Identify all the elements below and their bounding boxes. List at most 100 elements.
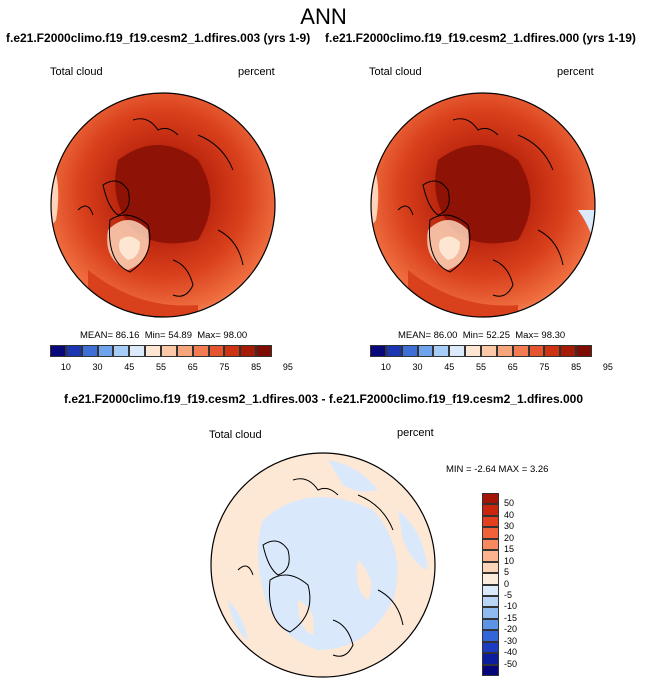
left-colorbar-swatch <box>129 345 146 357</box>
diff-units-label: percent <box>397 427 434 439</box>
right-colorbar-swatch <box>528 345 545 357</box>
left-run-title: f.e21.F2000climo.f19_f19.cesm2_1.dfires.… <box>6 31 311 45</box>
diff-colorbar-tick-label: -5 <box>504 589 513 600</box>
right-min-value: 52.25 <box>486 330 510 341</box>
left-mean-label: MEAN= <box>80 330 113 341</box>
diff-colorbar-swatch <box>482 538 499 551</box>
diff-colorbar-swatch <box>482 664 499 676</box>
left-colorbar-swatch <box>240 345 257 357</box>
diff-colorbar-tick-label: 40 <box>504 509 515 520</box>
left-colorbar-tick-label: 75 <box>219 362 230 372</box>
diff-colorbar-tick-label: 0 <box>504 578 510 589</box>
diff-colorbar-tick-label: -10 <box>504 601 518 612</box>
right-colorbar-tick-label: 65 <box>507 362 518 372</box>
diff-colorbar-tick-label: 10 <box>504 555 515 566</box>
diff-colorbar-swatch <box>482 527 499 539</box>
right-colorbar-tick-label: 30 <box>412 362 423 372</box>
diff-colorbar-swatch <box>482 630 499 642</box>
right-polar-map <box>370 92 596 318</box>
right-mean-value: 86.00 <box>433 330 458 341</box>
left-colorbar-swatch <box>192 345 209 357</box>
difference-polar-map <box>210 452 436 678</box>
left-colorbar-tick-label: 30 <box>92 362 103 372</box>
left-colorbar-tick-label: 95 <box>282 362 293 372</box>
right-colorbar-swatch <box>544 345 561 357</box>
right-colorbar-tick-label: 75 <box>539 362 550 372</box>
right-colorbar-labels: 10 30 45 55 65 75 85 95 <box>370 362 613 374</box>
left-units-label: percent <box>238 66 275 78</box>
left-colorbar-swatch <box>81 345 98 357</box>
diff-colorbar-tick-label: 15 <box>504 544 515 555</box>
diff-colorbar-tick-label: 20 <box>504 532 515 543</box>
right-colorbar-tick-label: 55 <box>475 362 487 372</box>
right-colorbar <box>370 345 592 357</box>
right-colorbar-swatch <box>449 345 466 357</box>
right-colorbar-tick-label: 85 <box>571 362 582 372</box>
left-colorbar-tick-label: 85 <box>251 362 262 372</box>
right-variable-label: Total cloud <box>369 66 422 78</box>
left-max-label: Max= <box>197 330 221 341</box>
diff-max-label: MAX = <box>498 464 528 475</box>
left-colorbar-swatch <box>97 345 114 357</box>
right-min-label: Min= <box>462 330 484 341</box>
right-colorbar-swatch <box>496 345 513 357</box>
diff-colorbar-tick-label: -40 <box>504 647 518 658</box>
diff-colorbar-tick-label: -50 <box>504 658 518 669</box>
right-colorbar-swatch <box>433 345 450 357</box>
difference-colorbar <box>482 493 499 676</box>
left-colorbar-labels: 10 30 45 55 65 75 85 95 <box>50 362 293 374</box>
right-colorbar-swatch <box>417 345 434 357</box>
right-colorbar-swatch <box>576 345 592 357</box>
right-colorbar-swatch <box>401 345 418 357</box>
diff-min-label: MIN = <box>446 464 472 475</box>
diff-colorbar-swatch <box>482 493 499 505</box>
right-colorbar-swatch <box>560 345 577 357</box>
diff-colorbar-swatch <box>482 584 499 596</box>
left-colorbar-swatch <box>113 345 130 357</box>
diff-colorbar-swatch <box>482 561 499 574</box>
diff-colorbar-tick-label: 50 <box>504 498 515 509</box>
main-title: ANN <box>300 4 347 29</box>
diff-colorbar-swatch <box>482 607 499 619</box>
right-colorbar-swatch <box>385 345 402 357</box>
diff-stats: MIN = -2.64 MAX = 3.26 <box>446 464 548 475</box>
left-colorbar-swatch <box>256 345 272 357</box>
diff-colorbar-tick-label: 5 <box>504 567 510 578</box>
left-colorbar-swatch <box>145 345 161 357</box>
diff-variable-label: Total cloud <box>209 429 262 441</box>
diff-colorbar-tick-label: 30 <box>504 521 515 532</box>
right-mean-label: MEAN= <box>398 330 431 341</box>
right-max-value: 98.30 <box>541 330 566 341</box>
left-colorbar-tick-label: 65 <box>187 362 198 372</box>
diff-colorbar-swatch <box>482 550 499 562</box>
right-colorbar-swatch <box>370 345 386 357</box>
right-stats: MEAN= 86.00 Min= 52.25 Max= 98.30 <box>398 330 565 341</box>
right-colorbar-tick-label: 10 <box>380 362 391 372</box>
left-min-label: Min= <box>144 330 166 341</box>
diff-colorbar-tick-label: -20 <box>504 624 518 635</box>
diff-colorbar-swatch <box>482 641 499 654</box>
left-colorbar-tick-label: 45 <box>124 362 135 372</box>
left-min-value: 54.89 <box>168 330 192 341</box>
diff-colorbar-swatch <box>482 573 499 585</box>
difference-title: f.e21.F2000climo.f19_f19.cesm2_1.dfires.… <box>64 392 583 406</box>
right-colorbar-swatch <box>481 345 497 357</box>
left-colorbar-swatch <box>224 345 241 357</box>
difference-colorbar-labels: 50 40 30 20 15 10 5 0 -5 -10 -15 -20 -30 -40 -50 <box>504 493 544 676</box>
diff-max-value: 3.26 <box>529 464 549 475</box>
diff-colorbar-swatch <box>482 618 499 631</box>
right-colorbar-swatch <box>512 345 529 357</box>
right-colorbar-swatch <box>465 345 481 357</box>
left-polar-map <box>50 92 276 318</box>
left-colorbar-swatch <box>50 345 66 357</box>
left-colorbar-swatch <box>208 345 225 357</box>
diff-colorbar-swatch <box>482 515 499 528</box>
right-units-label: percent <box>557 66 594 78</box>
right-colorbar-tick-label: 45 <box>444 362 455 372</box>
left-max-value: 98.00 <box>223 330 248 341</box>
right-max-label: Max= <box>515 330 539 341</box>
diff-colorbar-tick-label: -15 <box>504 612 518 623</box>
left-colorbar-swatch <box>65 345 82 357</box>
left-colorbar-swatch <box>161 345 177 357</box>
diff-colorbar-swatch <box>482 653 499 665</box>
